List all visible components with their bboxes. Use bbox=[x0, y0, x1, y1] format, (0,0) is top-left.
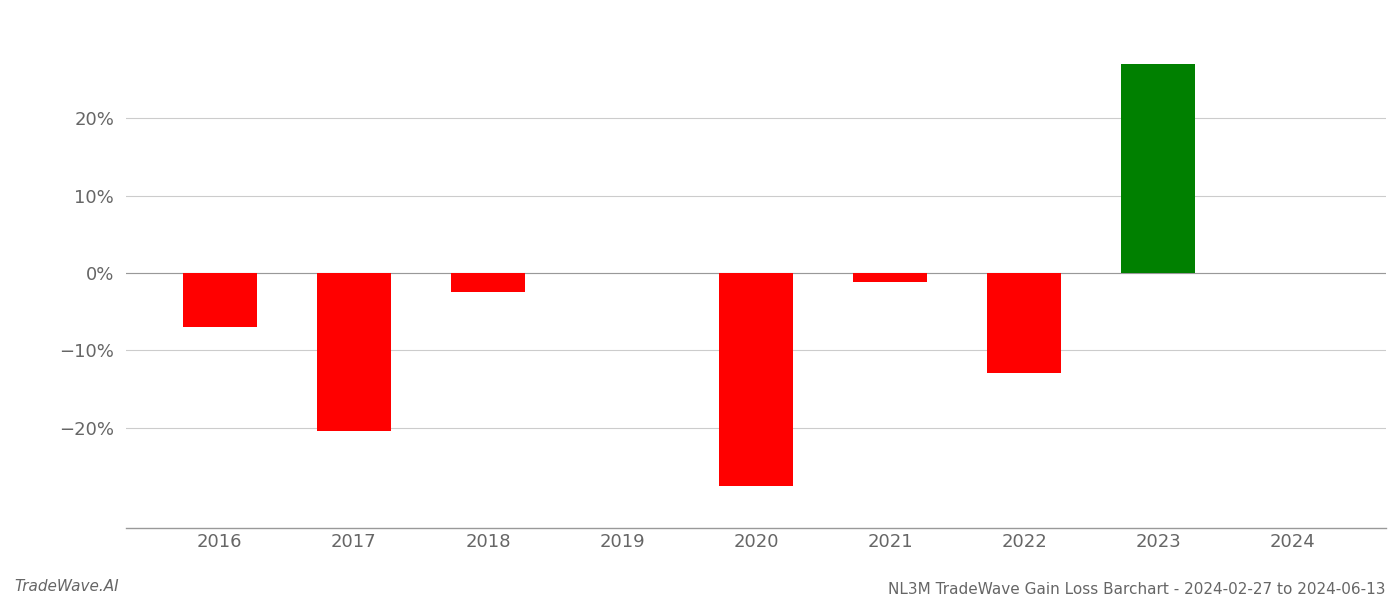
Bar bbox=[987, 273, 1061, 373]
Bar bbox=[183, 273, 256, 327]
Text: NL3M TradeWave Gain Loss Barchart - 2024-02-27 to 2024-06-13: NL3M TradeWave Gain Loss Barchart - 2024… bbox=[889, 582, 1386, 597]
Bar bbox=[316, 273, 391, 431]
Bar bbox=[451, 273, 525, 292]
Bar bbox=[1121, 64, 1196, 273]
Text: TradeWave.AI: TradeWave.AI bbox=[14, 579, 119, 594]
Bar bbox=[720, 273, 792, 485]
Bar bbox=[853, 273, 927, 282]
